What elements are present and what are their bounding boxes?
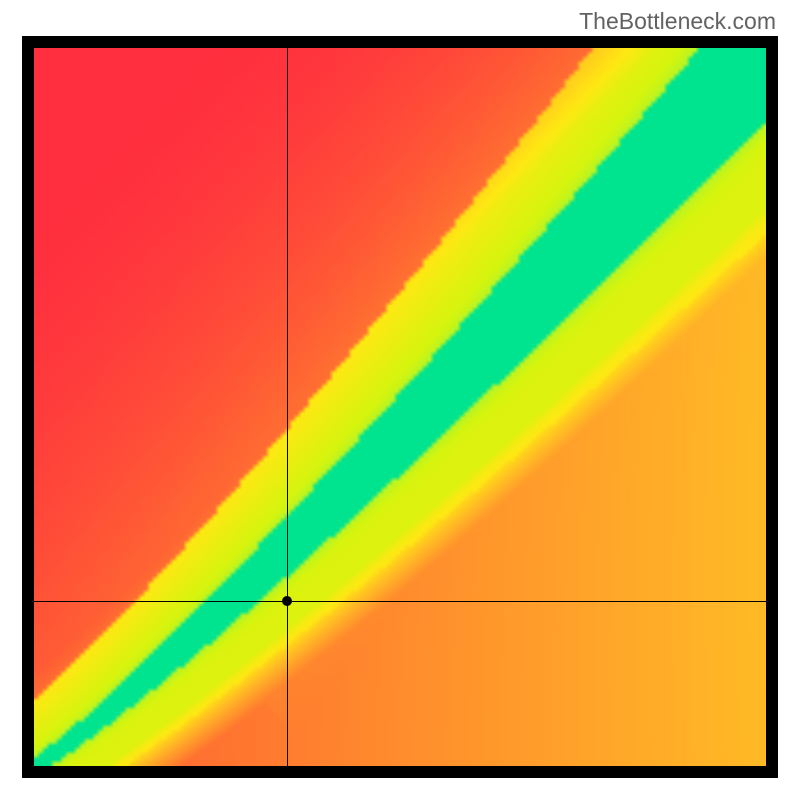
- crosshair-marker: [282, 596, 292, 606]
- crosshair-horizontal: [34, 601, 766, 602]
- watermark-text: TheBottleneck.com: [579, 8, 776, 35]
- crosshair-vertical: [287, 48, 288, 766]
- chart-frame: [22, 36, 778, 778]
- chart-plot-area: [34, 48, 766, 766]
- heatmap-canvas: [34, 48, 766, 766]
